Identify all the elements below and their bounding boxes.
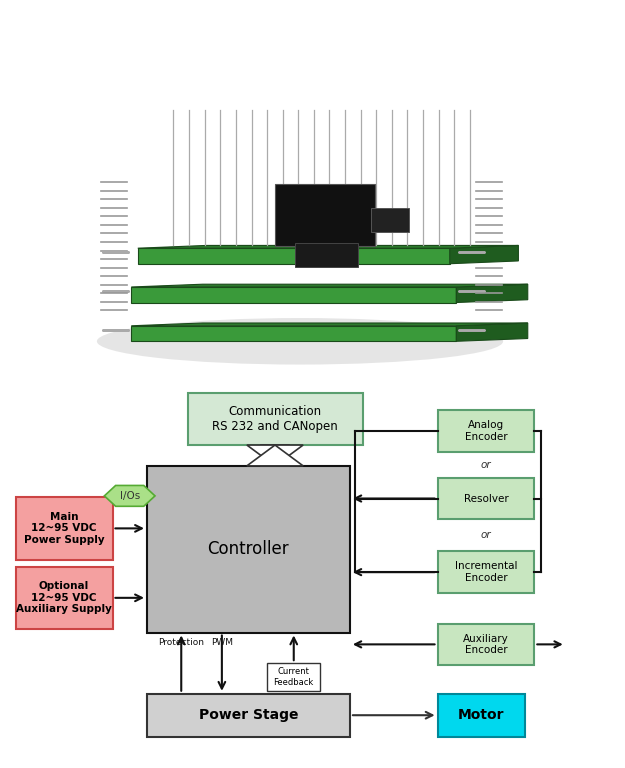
Polygon shape — [138, 246, 518, 248]
Polygon shape — [131, 284, 528, 287]
Text: Optional
12~95 VDC
Auxiliary Supply: Optional 12~95 VDC Auxiliary Supply — [16, 581, 112, 614]
Text: Resolver: Resolver — [464, 494, 508, 504]
Polygon shape — [371, 208, 409, 231]
Polygon shape — [138, 248, 450, 263]
Polygon shape — [247, 445, 303, 466]
Bar — [147, 694, 350, 737]
Polygon shape — [131, 287, 456, 303]
Text: Main
12~95 VDC
Power Supply: Main 12~95 VDC Power Supply — [24, 511, 104, 545]
Bar — [188, 393, 362, 445]
Polygon shape — [450, 246, 518, 263]
Bar — [438, 410, 534, 452]
Bar — [438, 694, 525, 737]
Polygon shape — [295, 243, 358, 266]
Polygon shape — [456, 323, 528, 341]
Polygon shape — [247, 445, 303, 466]
Text: Analog
Encoder: Analog Encoder — [464, 420, 508, 442]
Text: PWM: PWM — [211, 638, 233, 647]
Bar — [268, 663, 321, 691]
Polygon shape — [131, 326, 456, 341]
Polygon shape — [104, 485, 155, 506]
Text: or: or — [481, 531, 491, 541]
Text: or: or — [481, 460, 491, 470]
Bar — [438, 624, 534, 665]
Ellipse shape — [97, 318, 503, 365]
Text: Protection: Protection — [158, 638, 204, 647]
Text: Controller: Controller — [208, 540, 289, 558]
Text: Current
Feedback: Current Feedback — [274, 667, 314, 687]
Text: Incremental
Encoder: Incremental Encoder — [455, 561, 518, 583]
Text: I/Os: I/Os — [119, 491, 140, 501]
Polygon shape — [456, 284, 528, 303]
Bar — [147, 466, 350, 633]
Bar — [261, 445, 289, 466]
Text: Auxiliary
Encoder: Auxiliary Encoder — [463, 634, 509, 655]
Polygon shape — [275, 184, 375, 247]
Bar — [16, 497, 112, 560]
Text: Power Stage: Power Stage — [199, 708, 298, 722]
Polygon shape — [131, 323, 528, 326]
Text: Motor: Motor — [458, 708, 504, 722]
Bar — [438, 551, 534, 593]
Bar — [438, 478, 534, 519]
Text: Communication
RS 232 and CANopen: Communication RS 232 and CANopen — [212, 405, 338, 433]
Bar — [16, 567, 112, 629]
